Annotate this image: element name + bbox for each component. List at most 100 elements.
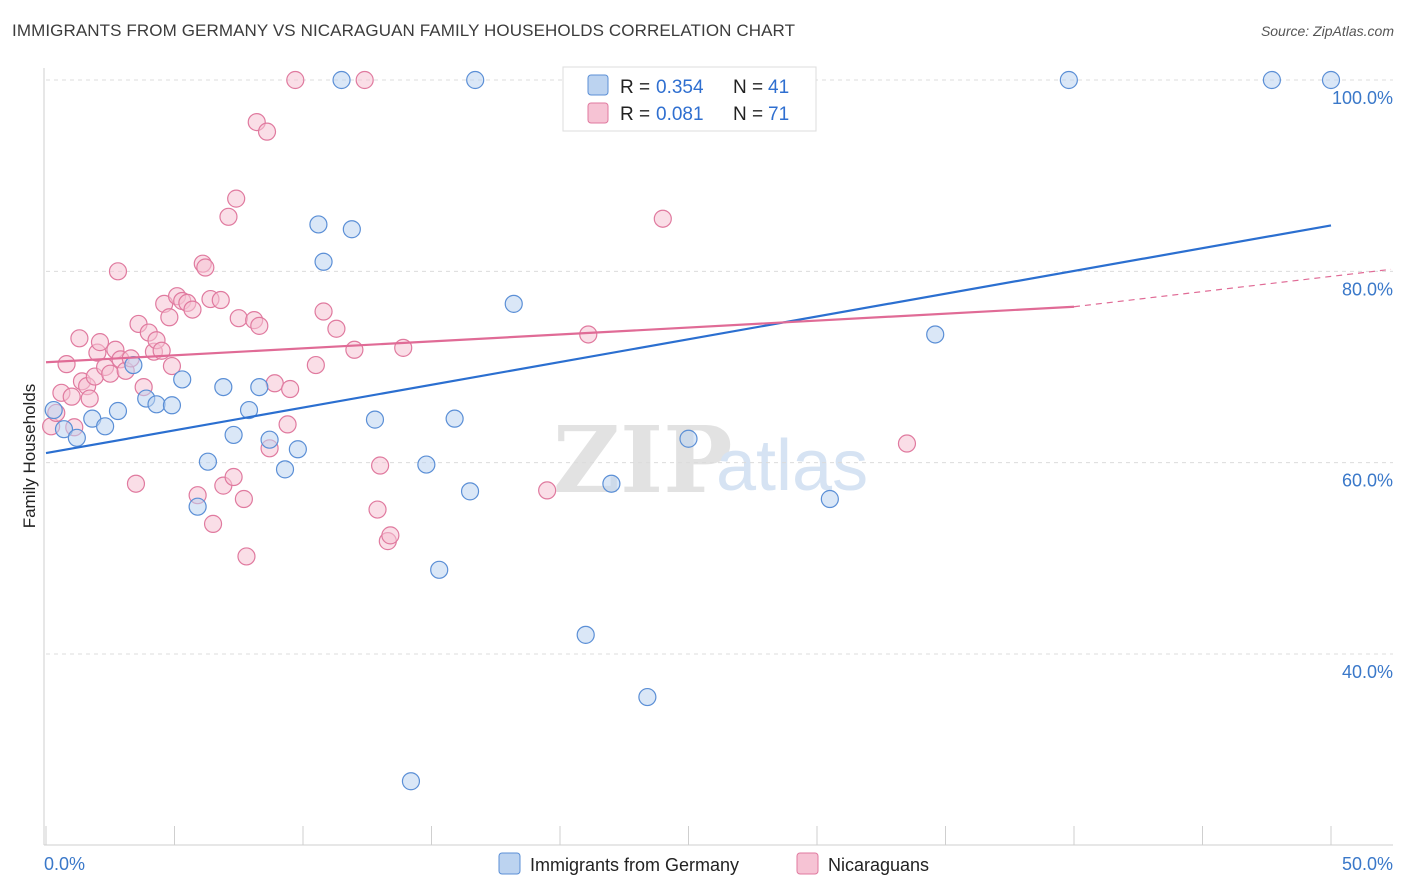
nicaraguans-point <box>183 300 202 319</box>
watermark-atlas: atlas <box>716 426 868 506</box>
series-legend-label-germany: Immigrants from Germany <box>530 855 739 875</box>
series-legend-swatch-nicaraguans <box>796 852 819 875</box>
nicaraguans-point <box>224 467 243 487</box>
germany-point <box>417 455 436 474</box>
germany-point <box>638 687 657 707</box>
germany-point <box>445 409 464 428</box>
germany-trend-line <box>45 224 1332 455</box>
germany-point <box>466 70 485 90</box>
nicaraguans-point <box>229 309 248 328</box>
germany-point <box>342 220 361 239</box>
x-tick-label-max: 50.0% <box>1342 854 1393 874</box>
nicaraguans-point <box>108 262 128 281</box>
germany-point <box>332 70 351 90</box>
nicaraguans-point <box>237 547 256 566</box>
germany-point <box>1059 70 1078 90</box>
nicaraguans-point <box>160 308 179 327</box>
nicaraguans-point <box>345 340 364 359</box>
nicaraguans-point <box>371 456 390 475</box>
x-tick-labels: 0.0% 50.0% <box>44 854 1393 874</box>
nicaraguans-point <box>162 356 182 376</box>
nicaraguans-point <box>57 355 76 374</box>
nicaraguans-point <box>257 122 277 141</box>
nicaraguans-point <box>306 355 325 375</box>
nicaraguans-point <box>355 70 374 90</box>
germany-point <box>1262 70 1281 90</box>
nicaraguans-point <box>897 434 917 453</box>
germany-point <box>1321 70 1341 90</box>
legend-n-label-1: N = <box>733 77 763 98</box>
nicaraguans-point <box>90 333 110 352</box>
series-legend-label-nicaraguans: Nicaraguans <box>828 855 929 875</box>
y-tick-label-100: 100.0% <box>1332 88 1393 108</box>
nicaraguans-point <box>80 389 99 408</box>
nicaraguans-point <box>368 500 387 519</box>
germany-point <box>926 325 945 344</box>
series-legend-swatch-germany <box>498 852 521 875</box>
nicaraguans-point <box>538 481 557 500</box>
germany-points <box>44 70 1341 791</box>
germany-point <box>430 560 449 579</box>
germany-point <box>401 772 421 791</box>
legend-n-value-1: 41 <box>768 77 789 98</box>
germany-point <box>288 440 307 459</box>
y-tick-labels: 40.0% 60.0% 80.0% 100.0% <box>1332 88 1393 682</box>
nicaraguans-point <box>281 379 300 399</box>
trend-lines <box>45 224 1392 455</box>
nicaraguans-point <box>327 319 346 338</box>
y-tick-label-60: 60.0% <box>1342 471 1393 491</box>
germany-point <box>460 482 480 501</box>
germany-point <box>224 425 243 445</box>
germany-point <box>173 370 192 389</box>
source-credit: Source: ZipAtlas.com <box>1260 23 1394 39</box>
legend-swatch-pink <box>587 102 609 124</box>
legend-r-label-2: R = <box>620 104 650 125</box>
nicaraguans-point <box>381 526 400 545</box>
chart-title: IMMIGRANTS FROM GERMANY VS NICARAGUAN FA… <box>12 21 796 40</box>
germany-point <box>147 395 166 414</box>
nicaraguans-point <box>234 489 253 509</box>
legend-n-label-2: N = <box>733 104 763 125</box>
nicaraguans-point <box>101 364 120 383</box>
nicaraguans-point <box>278 415 297 434</box>
germany-point <box>275 460 295 479</box>
germany-point <box>602 474 621 493</box>
nicaraguans-point <box>196 258 215 277</box>
germany-point <box>365 410 385 429</box>
nicaraguans-point <box>126 474 146 493</box>
y-tick-label-40: 40.0% <box>1342 662 1393 682</box>
legend-r-value-2: 0.081 <box>656 104 704 125</box>
nicaraguans-trend-extension <box>1073 268 1392 308</box>
correlation-legend: R = 0.354 N = 41 R = 0.081 N = 71 <box>562 66 817 132</box>
germany-point <box>124 355 143 375</box>
nicaraguans-point <box>70 329 89 348</box>
germany-point <box>214 377 233 397</box>
y-tick-label-80: 80.0% <box>1342 279 1393 299</box>
legend-r-label-1: R = <box>620 77 650 98</box>
germany-point <box>67 428 86 447</box>
germany-point <box>314 252 333 271</box>
legend-r-value-1: 0.354 <box>656 77 704 98</box>
germany-point <box>198 452 218 471</box>
germany-point <box>96 417 115 436</box>
germany-point <box>54 420 74 439</box>
legend-n-value-2: 71 <box>768 104 789 125</box>
series-legend: Immigrants from Germany Nicaraguans <box>498 852 929 875</box>
germany-point <box>44 400 63 420</box>
legend-swatch-blue <box>587 74 609 96</box>
germany-point <box>162 396 182 415</box>
nicaraguans-point <box>314 302 333 321</box>
germany-point <box>504 294 523 313</box>
germany-point <box>309 215 328 234</box>
watermark: ZIP atlas <box>553 406 868 514</box>
germany-point <box>250 377 269 397</box>
nicaraguans-point <box>227 189 246 208</box>
nicaraguans-point <box>211 290 230 310</box>
nicaraguans-point <box>219 207 238 226</box>
watermark-zip: ZIP <box>553 406 732 514</box>
germany-point <box>108 401 128 421</box>
nicaraguans-point <box>265 374 284 393</box>
germany-point <box>239 400 259 420</box>
germany-point <box>260 430 279 449</box>
nicaraguans-point <box>286 70 305 90</box>
